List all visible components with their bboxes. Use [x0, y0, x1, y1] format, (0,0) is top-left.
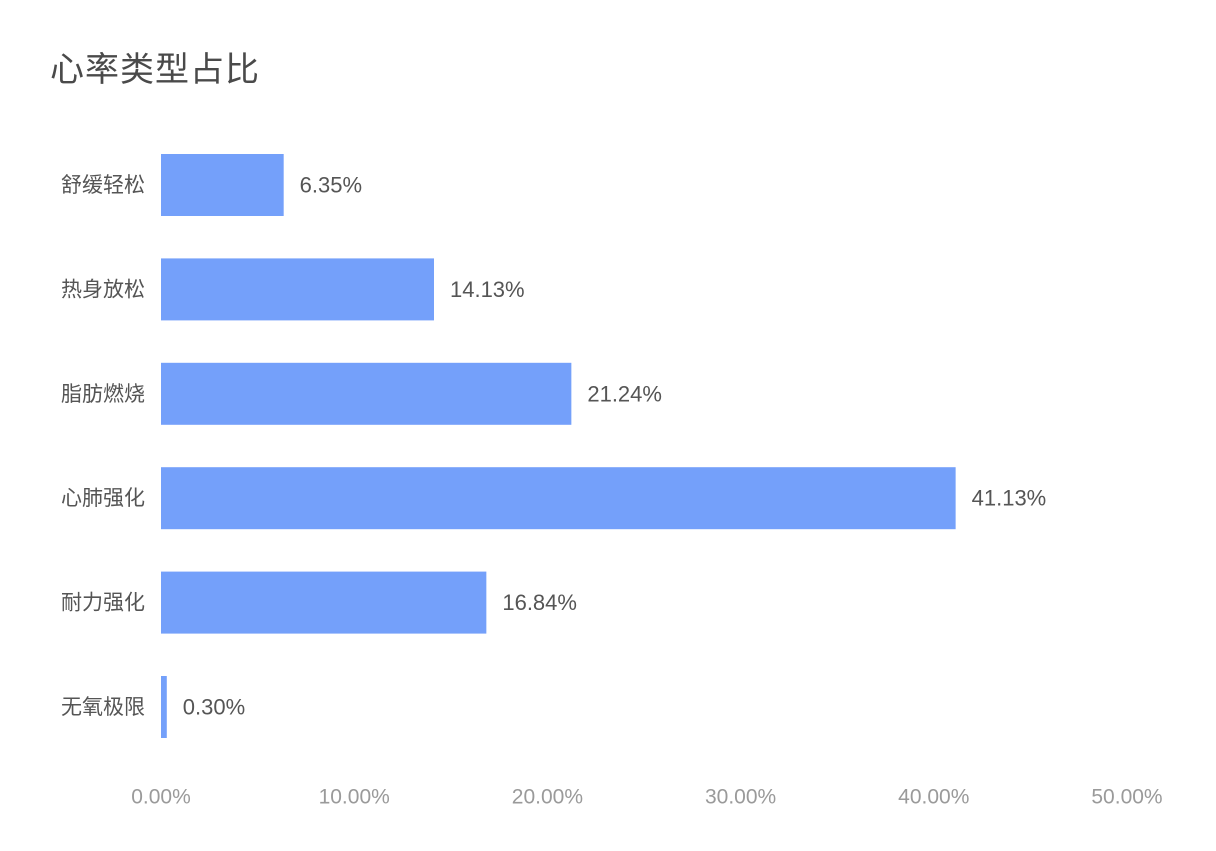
value-label: 41.13% [972, 486, 1047, 511]
bar-5 [161, 571, 487, 634]
category-label: 脂肪燃烧 [61, 382, 145, 406]
bar-4 [161, 467, 956, 530]
labels-layer: 舒缓轻松 6.35% 热身放松 14.13% 脂肪燃烧 21.24% 心肺强化 41.13% 耐… [61, 173, 1046, 720]
x-tick-label: 0.00% [131, 786, 191, 809]
value-label: 6.35% [300, 173, 362, 198]
value-label: 21.24% [587, 381, 662, 406]
x-tick-label: 10.00% [319, 786, 390, 809]
x-axis-ticks: 0.00% 10.00% 20.00% 30.00% 40.00% 50.00% [131, 786, 1162, 809]
x-tick-label: 30.00% [705, 786, 776, 809]
bar-3 [161, 362, 572, 425]
x-tick-label: 20.00% [512, 786, 583, 809]
bars-layer [161, 154, 956, 738]
category-label: 心肺强化 [61, 486, 145, 510]
value-label: 16.84% [502, 590, 577, 615]
bar-6 [161, 676, 167, 738]
bar-2 [161, 258, 434, 321]
value-label: 0.30% [183, 695, 245, 720]
chart-title: 心率类型占比 [50, 50, 260, 90]
category-label: 耐力强化 [61, 591, 145, 615]
bar-1 [161, 154, 284, 216]
x-tick-label: 40.00% [898, 786, 969, 809]
x-tick-label: 50.00% [1091, 786, 1162, 809]
category-label: 舒缓轻松 [61, 173, 145, 197]
category-label: 无氧极限 [61, 695, 145, 719]
value-label: 14.13% [450, 277, 525, 302]
category-label: 热身放松 [61, 277, 145, 301]
